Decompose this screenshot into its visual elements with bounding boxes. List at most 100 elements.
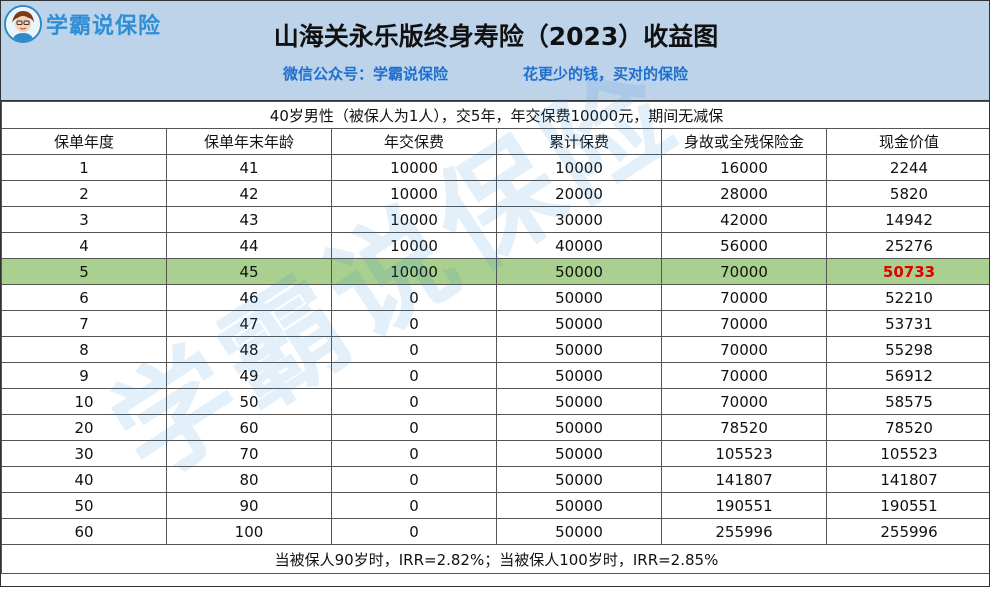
- table-cell: 43: [166, 206, 332, 233]
- column-header: 累计保费: [496, 128, 662, 155]
- brand-logo: 学霸说保险: [4, 4, 161, 44]
- table-cell: 50733: [826, 258, 989, 285]
- table-cell: 40: [1, 466, 167, 493]
- table-row: 9 49 0 50000 70000 56912: [1, 362, 989, 389]
- table-cell: 42000: [661, 206, 827, 233]
- table-cell: 1: [1, 154, 167, 181]
- table-cell: 5820: [826, 180, 989, 207]
- table-row: 60 100 0 50000 255996 255996: [1, 518, 989, 545]
- table-cell: 105523: [826, 440, 989, 467]
- table-cell: 4: [1, 232, 167, 259]
- table-cell: 50000: [496, 492, 662, 519]
- table-row: 2 42 10000 20000 28000 5820: [1, 180, 989, 207]
- wechat-account-label: 微信公众号：学霸说保险: [283, 65, 449, 83]
- table-row: 20 60 0 50000 78520 78520: [1, 414, 989, 441]
- table-cell: 0: [331, 414, 497, 441]
- table-row: 10 50 0 50000 70000 58575: [1, 388, 989, 415]
- table-cell: 190551: [661, 492, 827, 519]
- table-cell: 16000: [661, 154, 827, 181]
- table-row: 3 43 10000 30000 42000 14942: [1, 206, 989, 233]
- table-cell: 50000: [496, 284, 662, 311]
- table-cell: 50000: [496, 414, 662, 441]
- table-caption-row: 40岁男性（被保人为1人），交5年，年交保费10000元，期间无减保: [1, 101, 989, 129]
- table-cell: 50: [166, 388, 332, 415]
- table-row: 6 46 0 50000 70000 52210: [1, 284, 989, 311]
- table-cell: 2244: [826, 154, 989, 181]
- table-cell: 70000: [661, 258, 827, 285]
- table-cell: 48: [166, 336, 332, 363]
- table-cell: 105523: [661, 440, 827, 467]
- table-cell: 190551: [826, 492, 989, 519]
- table-cell: 40000: [496, 232, 662, 259]
- table-cell: 100: [166, 518, 332, 545]
- table-cell: 70000: [661, 362, 827, 389]
- table-cell: 6: [1, 284, 167, 311]
- table-cell: 50: [1, 492, 167, 519]
- table-cell: 0: [331, 518, 497, 545]
- table-cell: 5: [1, 258, 167, 285]
- table-cell: 3: [1, 206, 167, 233]
- table-cell: 70000: [661, 336, 827, 363]
- slogan-label: 花更少的钱，买对的保险: [523, 65, 689, 83]
- table-cell: 25276: [826, 232, 989, 259]
- table-cell: 44: [166, 232, 332, 259]
- table-cell: 0: [331, 284, 497, 311]
- table-cell: 141807: [826, 466, 989, 493]
- table-cell: 42: [166, 180, 332, 207]
- table-cell: 78520: [661, 414, 827, 441]
- table-cell: 46: [166, 284, 332, 311]
- table-cell: 20: [1, 414, 167, 441]
- table-cell: 50000: [496, 362, 662, 389]
- table-row: 7 47 0 50000 70000 53731: [1, 310, 989, 337]
- table-cell: 80: [166, 466, 332, 493]
- table-row: 30 70 0 50000 105523 105523: [1, 440, 989, 467]
- table-cell: 50000: [496, 466, 662, 493]
- table-cell: 30000: [496, 206, 662, 233]
- table-cell: 50000: [496, 258, 662, 285]
- table-cell: 50000: [496, 310, 662, 337]
- avatar-icon: [4, 5, 42, 43]
- page-title: 山海关永乐版终身寿险（2023）收益图: [273, 22, 719, 51]
- column-header: 年交保费: [331, 128, 497, 155]
- table-cell: 53731: [826, 310, 989, 337]
- column-header: 身故或全残保险金: [661, 128, 827, 155]
- table-caption: 40岁男性（被保人为1人），交5年，年交保费10000元，期间无减保: [1, 101, 989, 129]
- table-cell: 255996: [826, 518, 989, 545]
- table-cell: 60: [166, 414, 332, 441]
- table-row: 40 80 0 50000 141807 141807: [1, 466, 989, 493]
- table-cell: 10000: [331, 258, 497, 285]
- table-cell: 14942: [826, 206, 989, 233]
- table-cell: 90: [166, 492, 332, 519]
- table-cell: 9: [1, 362, 167, 389]
- table-cell: 70: [166, 440, 332, 467]
- table-cell: 50000: [496, 388, 662, 415]
- table-cell: 58575: [826, 388, 989, 415]
- table-cell: 52210: [826, 284, 989, 311]
- table-cell: 70000: [661, 284, 827, 311]
- column-header: 现金价值: [826, 128, 989, 155]
- table-cell: 2: [1, 180, 167, 207]
- table-cell: 50000: [496, 440, 662, 467]
- table-cell: 141807: [661, 466, 827, 493]
- table-cell: 41: [166, 154, 332, 181]
- table-cell: 60: [1, 518, 167, 545]
- table-row: 8 48 0 50000 70000 55298: [1, 336, 989, 363]
- table-cell: 28000: [661, 180, 827, 207]
- table-cell: 50000: [496, 518, 662, 545]
- table-cell: 0: [331, 388, 497, 415]
- table-cell: 8: [1, 336, 167, 363]
- table-cell: 7: [1, 310, 167, 337]
- table-cell: 10: [1, 388, 167, 415]
- table-cell: 10000: [496, 154, 662, 181]
- table-cell: 70000: [661, 388, 827, 415]
- table-cell: 0: [331, 310, 497, 337]
- table-row: 5 45 10000 50000 70000 50733: [1, 258, 989, 285]
- brand-logo-text: 学霸说保险: [46, 14, 162, 39]
- table-cell: 255996: [661, 518, 827, 545]
- table-cell: 0: [331, 492, 497, 519]
- table-cell: 30: [1, 440, 167, 467]
- table-row: 1 41 10000 10000 16000 2244: [1, 154, 989, 181]
- table-cell: 70000: [661, 310, 827, 337]
- table-cell: 10000: [331, 180, 497, 207]
- header-banner: 学霸说保险 山海关永乐版终身寿险（2023）收益图 微信公众号：学霸说保险 花更…: [1, 1, 989, 101]
